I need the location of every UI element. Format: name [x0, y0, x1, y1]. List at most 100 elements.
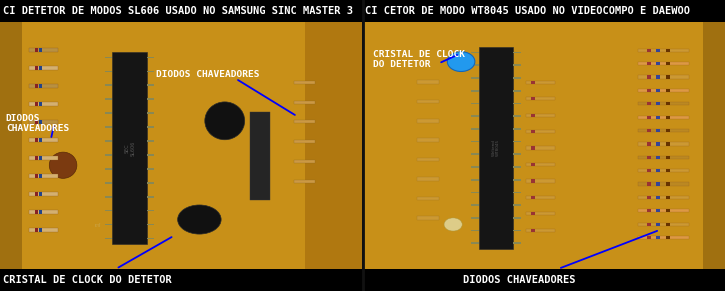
Bar [638, 49, 689, 52]
Bar [105, 84, 112, 86]
Bar [471, 204, 478, 206]
Bar [656, 75, 660, 79]
Bar [417, 216, 439, 219]
Bar [531, 179, 535, 182]
Bar [638, 75, 689, 79]
Bar [526, 146, 555, 150]
Bar [647, 156, 651, 159]
Bar [29, 192, 58, 196]
Bar [35, 120, 38, 124]
Bar [417, 100, 439, 103]
Bar [526, 196, 555, 199]
Bar [471, 230, 478, 231]
Text: J53: J53 [95, 221, 101, 226]
Bar [147, 223, 154, 225]
Bar [513, 179, 521, 181]
Bar [656, 142, 660, 146]
Bar [147, 168, 154, 170]
Bar [0, 269, 725, 291]
Text: DIODOS CHAVEADORES: DIODOS CHAVEADORES [463, 275, 575, 285]
Bar [471, 77, 478, 79]
Bar [294, 180, 315, 182]
Bar [638, 223, 689, 226]
Bar [656, 156, 660, 159]
Bar [526, 163, 555, 166]
Bar [666, 49, 670, 52]
Bar [39, 66, 42, 70]
Bar [638, 196, 689, 199]
Bar [647, 102, 651, 105]
Bar [666, 89, 670, 92]
Bar [513, 115, 521, 117]
Bar [638, 182, 689, 186]
Bar [531, 81, 535, 84]
Bar [471, 153, 478, 155]
Bar [647, 142, 651, 146]
Bar [647, 89, 651, 92]
Ellipse shape [204, 102, 244, 140]
Bar [147, 84, 154, 86]
Bar [471, 141, 478, 143]
Bar [531, 163, 535, 166]
Bar [666, 102, 670, 105]
Bar [39, 120, 42, 124]
Bar [638, 209, 689, 212]
Bar [35, 48, 38, 52]
Bar [526, 179, 555, 182]
Bar [647, 75, 651, 79]
Bar [417, 158, 439, 162]
Bar [471, 179, 478, 181]
Bar [666, 62, 670, 65]
Bar [39, 138, 42, 142]
Bar [666, 236, 670, 239]
Bar [0, 22, 362, 269]
Text: CRISTAL DE CLOCK
DO DETETOR: CRISTAL DE CLOCK DO DETETOR [373, 50, 465, 69]
Bar [35, 174, 38, 178]
Bar [29, 48, 58, 52]
Bar [638, 116, 689, 119]
Text: SEC
SL606: SEC SL606 [125, 140, 135, 156]
Text: CI DETETOR DE MODOS SL606 USADO NO SAMSUNG SINC MASTER 3: CI DETETOR DE MODOS SL606 USADO NO SAMSU… [3, 6, 353, 16]
Bar [647, 223, 651, 226]
Bar [105, 126, 112, 128]
Bar [29, 228, 58, 232]
Bar [531, 113, 535, 117]
Bar [526, 212, 555, 215]
Bar [656, 223, 660, 226]
Bar [531, 97, 535, 100]
Bar [35, 210, 38, 214]
Bar [147, 112, 154, 114]
Bar [29, 66, 58, 70]
Bar [417, 139, 439, 142]
Bar [147, 182, 154, 184]
Bar [39, 174, 42, 178]
Bar [105, 140, 112, 142]
Bar [105, 210, 112, 212]
Bar [471, 166, 478, 168]
Bar [647, 62, 651, 65]
Bar [105, 98, 112, 100]
Bar [531, 130, 535, 133]
Bar [647, 129, 651, 132]
Bar [513, 204, 521, 206]
Bar [513, 77, 521, 79]
Bar [29, 156, 58, 160]
Bar [105, 196, 112, 198]
Bar [147, 71, 154, 72]
Bar [105, 71, 112, 72]
Bar [666, 116, 670, 119]
Bar [105, 182, 112, 184]
Bar [513, 230, 521, 231]
Bar [513, 90, 521, 92]
Bar [417, 80, 439, 84]
Bar [531, 229, 535, 232]
Bar [513, 153, 521, 155]
Bar [656, 169, 660, 172]
Bar [647, 196, 651, 199]
Bar [513, 103, 521, 104]
Bar [294, 120, 315, 123]
Bar [471, 128, 478, 130]
Bar [39, 192, 42, 196]
Bar [531, 146, 535, 150]
Bar [29, 138, 58, 142]
